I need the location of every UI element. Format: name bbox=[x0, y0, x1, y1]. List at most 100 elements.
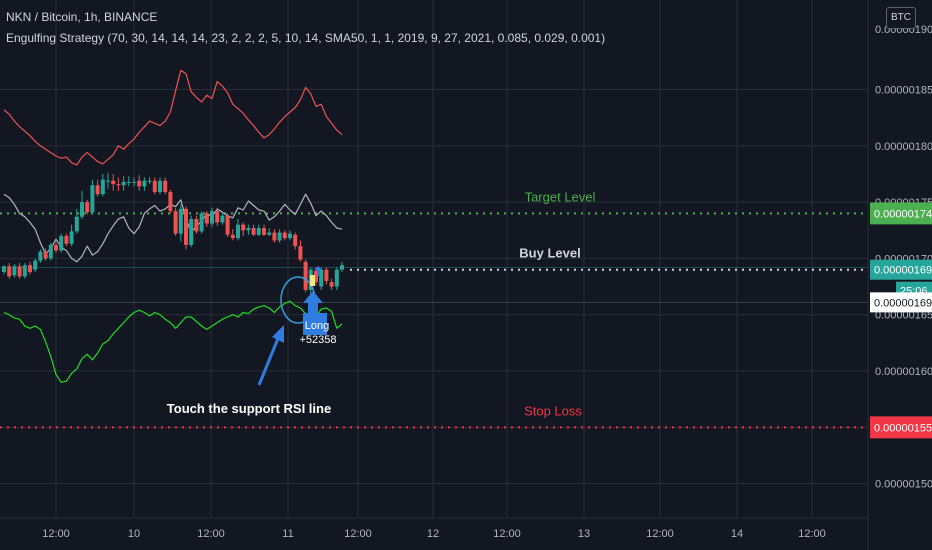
candle-body bbox=[22, 265, 27, 277]
entry-arrow bbox=[314, 266, 322, 276]
candle-body bbox=[230, 234, 235, 239]
candle-body bbox=[64, 235, 69, 244]
last-price-tag bbox=[870, 259, 932, 280]
time-tick-label: 10 bbox=[128, 528, 140, 540]
symbol-title: NKN / Bitcoin, 1h, BINANCE bbox=[6, 10, 158, 24]
candle-body bbox=[246, 228, 251, 231]
candle-body bbox=[59, 235, 64, 251]
candle-body bbox=[132, 181, 136, 183]
candle-body bbox=[126, 181, 131, 183]
time-tick-label: 14 bbox=[731, 528, 743, 540]
candle-body bbox=[215, 211, 220, 223]
candle-body bbox=[334, 269, 339, 287]
candle-body bbox=[38, 251, 43, 261]
candle-body bbox=[288, 233, 292, 239]
candle-body bbox=[340, 265, 344, 270]
callout-arrow-head bbox=[272, 325, 284, 343]
indicator-legend[interactable]: Engulfing Strategy (70, 30, 14, 14, 14, … bbox=[6, 31, 606, 45]
candle-body bbox=[12, 266, 17, 276]
long-signal-value: +52358 bbox=[299, 334, 336, 346]
target-price-tag-text: 0.00000174 bbox=[874, 208, 932, 220]
candle-body bbox=[2, 266, 6, 272]
candle-body bbox=[152, 180, 157, 192]
candle-body bbox=[116, 184, 121, 186]
long-signal-label: Long bbox=[305, 320, 329, 332]
candle-body bbox=[43, 251, 48, 259]
callout-arrow-shaft bbox=[257, 335, 281, 386]
candle-body bbox=[184, 208, 188, 245]
time-tick-label: 13 bbox=[578, 528, 590, 540]
candle-body bbox=[74, 216, 79, 232]
candle-body bbox=[277, 232, 282, 241]
candle-body bbox=[163, 180, 168, 192]
target-price-tag bbox=[870, 202, 932, 225]
candle-body bbox=[225, 215, 230, 235]
candle-body bbox=[121, 181, 126, 186]
signal-candle bbox=[310, 275, 315, 286]
candle-body bbox=[324, 269, 329, 281]
time-tick-label: 12:00 bbox=[197, 528, 225, 540]
candle-body bbox=[17, 266, 22, 277]
stop-price-tag-text: 0.00000155 bbox=[874, 422, 932, 434]
long-signal-box bbox=[303, 313, 327, 335]
candle-body bbox=[256, 228, 261, 235]
time-tick-label: 12:00 bbox=[798, 528, 826, 540]
candle-body bbox=[7, 266, 12, 277]
reference-price-tag bbox=[870, 292, 932, 313]
candle-body bbox=[48, 244, 53, 259]
candle-body bbox=[194, 219, 199, 232]
candle-body bbox=[298, 246, 303, 260]
candle-body bbox=[267, 232, 272, 235]
currency-button[interactable]: BTC bbox=[886, 7, 916, 29]
time-tick-label: 12 bbox=[427, 528, 439, 540]
time-axis[interactable]: 12:00 10 12:00 11 12:00 12 12:00 13 12:00 14 12:00 bbox=[42, 528, 826, 540]
candle-body bbox=[28, 265, 32, 272]
indicator-series-line bbox=[3, 300, 343, 383]
candle-body bbox=[173, 211, 178, 234]
time-tick-label: 12:00 bbox=[646, 528, 674, 540]
candles bbox=[2, 172, 344, 295]
candle-body bbox=[282, 232, 287, 239]
candle-body bbox=[241, 224, 246, 231]
candle-body bbox=[210, 211, 214, 224]
candle-body bbox=[272, 232, 277, 241]
price-tick-label: 0.00000180 bbox=[875, 141, 932, 153]
candle-body bbox=[90, 185, 95, 213]
candle-body bbox=[158, 180, 162, 192]
candle-body bbox=[236, 224, 240, 239]
price-tick-label: 0.00000160 bbox=[875, 366, 932, 378]
candle-body bbox=[54, 244, 58, 251]
candle-body bbox=[199, 213, 204, 232]
long-signal-arrow bbox=[303, 291, 323, 313]
candle-body bbox=[33, 260, 38, 270]
candle-body bbox=[137, 180, 142, 187]
candle-body bbox=[95, 185, 100, 195]
indicator-series-line bbox=[3, 69, 343, 166]
level-label: Target Level bbox=[525, 189, 596, 204]
callout-text: Touch the support RSI line bbox=[167, 401, 331, 416]
candle-body bbox=[80, 202, 84, 217]
candle-body bbox=[303, 261, 308, 290]
candle-body bbox=[251, 228, 256, 235]
time-tick-label: 12:00 bbox=[344, 528, 372, 540]
candle-body bbox=[220, 215, 225, 223]
grid bbox=[0, 0, 868, 518]
candle-body bbox=[111, 180, 116, 185]
time-axis-background bbox=[0, 518, 868, 550]
candle-body bbox=[319, 269, 324, 287]
stop-price-tag bbox=[870, 416, 932, 439]
candle-body bbox=[293, 234, 298, 247]
candle-body bbox=[85, 202, 90, 213]
level-lines: Target Level Buy Level Stop Loss bbox=[0, 189, 868, 429]
price-tick-label: 0.00000165 bbox=[875, 310, 932, 322]
candle-body bbox=[314, 270, 318, 283]
candle-body bbox=[204, 213, 209, 224]
candle-body bbox=[142, 180, 147, 187]
candle-body bbox=[147, 180, 152, 182]
candle-body bbox=[178, 208, 183, 234]
price-tick-label: 0.00000150 bbox=[875, 479, 932, 491]
last-price-tag-text: 0.00000169 bbox=[874, 265, 932, 277]
candle-body bbox=[100, 179, 105, 195]
